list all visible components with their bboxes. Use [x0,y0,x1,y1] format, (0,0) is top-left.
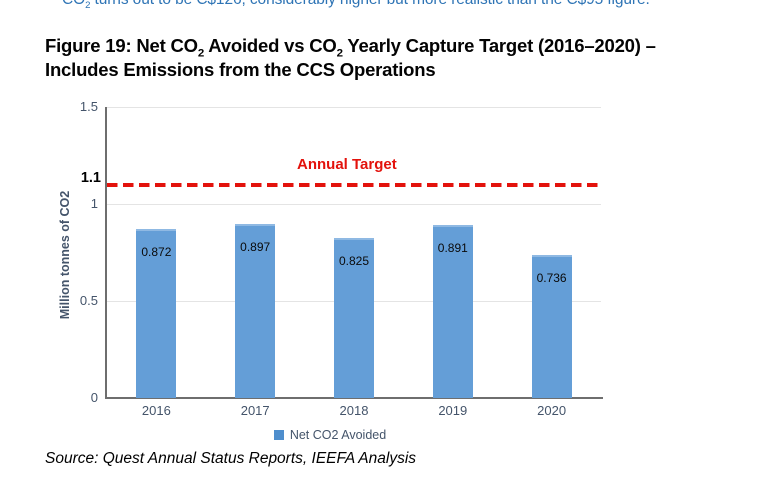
bar [334,237,374,398]
bar [432,225,473,398]
target-line-label: Annual Target [297,156,397,173]
cutoff-text-subscript: 2 [85,0,91,12]
x-tick-label: 2016 [141,403,171,418]
bar-value-label: 0.825 [338,253,370,268]
x-tick-label: 2017 [240,403,270,418]
gridline [107,203,601,205]
source-note: Source: Quest Annual Status Reports, IEE… [45,450,417,467]
legend-label: Net CO2 Avoided [289,428,387,442]
target-tick-label: 1.1 [80,170,101,186]
legend-swatch-icon [273,430,284,440]
bar [136,228,177,398]
figure-title-subscript: 2 [336,47,343,60]
x-axis-line [105,397,603,399]
bar [531,255,572,398]
chart-legend: Net CO2 Avoided [55,427,605,443]
x-tick-label: 2020 [537,403,567,418]
bar [235,223,276,398]
y-tick-label: 0.5 [79,293,98,308]
y-tick-label: 1.5 [79,99,98,114]
bar-value-label: 0.736 [536,271,567,286]
cutoff-text-pre: CO [62,0,85,8]
y-axis-line [105,107,107,399]
figure-title-part: Yearly Capture Target (2016–2020) – [342,35,656,56]
figure-title-part: Includes Emissions from the CCS Operatio… [45,59,436,80]
x-tick-label: 2018 [339,403,369,418]
figure-title-part: Figure 19: Net CO [45,35,198,56]
bar-value-label: 0.897 [240,239,271,254]
bar-value-label: 0.891 [437,241,468,256]
target-dashed-line [107,182,603,187]
bar-value-label: 0.872 [141,244,172,259]
y-tick-label: 0 [90,390,98,405]
x-tick-label: 2019 [438,403,468,418]
figure-title-subscript: 2 [197,47,205,60]
figure-title-part: Avoided vs CO [204,35,337,56]
gridline [107,106,601,108]
cutoff-text-rest: turns out to be C$126, considerably high… [90,0,650,8]
previous-paragraph-cutoff: CO2 turns out to be C$126, considerably … [62,0,650,12]
figure-title: Figure 19: Net CO2 Avoided vs CO2 Yearly… [45,34,735,82]
y-tick-label: 1 [90,196,98,211]
